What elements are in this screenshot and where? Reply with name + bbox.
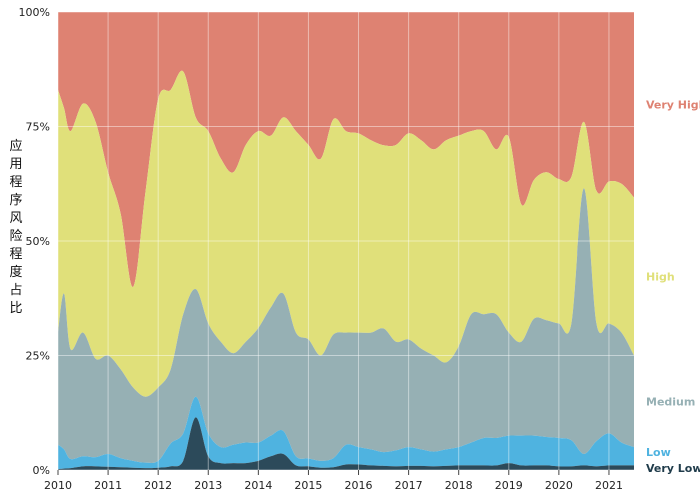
x-tick-label: 2010 [44,479,72,492]
y-tick-label: 100% [19,6,50,19]
x-tick-label: 2019 [495,479,523,492]
series-label-high: High [646,270,675,283]
series-label-low: Low [646,446,671,459]
area-very-low [58,417,634,470]
y-axis-label-char: 度 [9,264,22,280]
y-tick-label: 0% [33,464,50,477]
y-axis-ticks: 0% 25% 50% 75% 100% [19,6,50,477]
x-tick-label: 2011 [94,479,122,492]
x-tick-label: 2014 [244,479,272,492]
x-tick-label: 2016 [345,479,373,492]
y-axis-label-char: 风 [9,211,22,226]
y-axis-label-char: 比 [9,301,22,316]
y-axis-label-char: 险 [9,229,22,244]
y-axis-label-char: 序 [9,193,22,208]
areas-layer [58,12,634,470]
x-axis-ticks: 2010 2011 2012 2013 2014 2015 2016 2017 2018 2019… [44,470,623,492]
series-label-very-high: Very High [646,99,700,112]
x-tick-label: 2012 [144,479,172,492]
y-axis-label-char: 程 [9,175,22,190]
x-tick-label: 2020 [545,479,573,492]
x-tick-label: 2013 [194,479,222,492]
series-labels: Very Low Low Medium High Very High [646,99,700,475]
y-axis-label-char: 占 [9,283,22,298]
y-axis-label-char: 应 [9,138,22,154]
area-very-high [58,12,634,287]
y-tick-label: 50% [26,235,50,248]
gridlines [57,11,634,471]
y-tick-label: 25% [26,350,50,363]
y-tick-label: 75% [26,121,50,134]
area-low [58,396,634,470]
series-label-medium: Medium [646,395,695,408]
x-tick-label: 2021 [595,479,623,492]
area-high [58,70,634,397]
area-medium [58,188,634,463]
series-label-very-low: Very Low [646,462,700,475]
y-axis-label-char: 程 [9,247,22,262]
x-tick-label: 2015 [294,479,322,492]
y-axis-label-char: 用 [9,157,22,172]
x-tick-label: 2018 [445,479,473,492]
x-tick-label: 2017 [395,479,423,492]
